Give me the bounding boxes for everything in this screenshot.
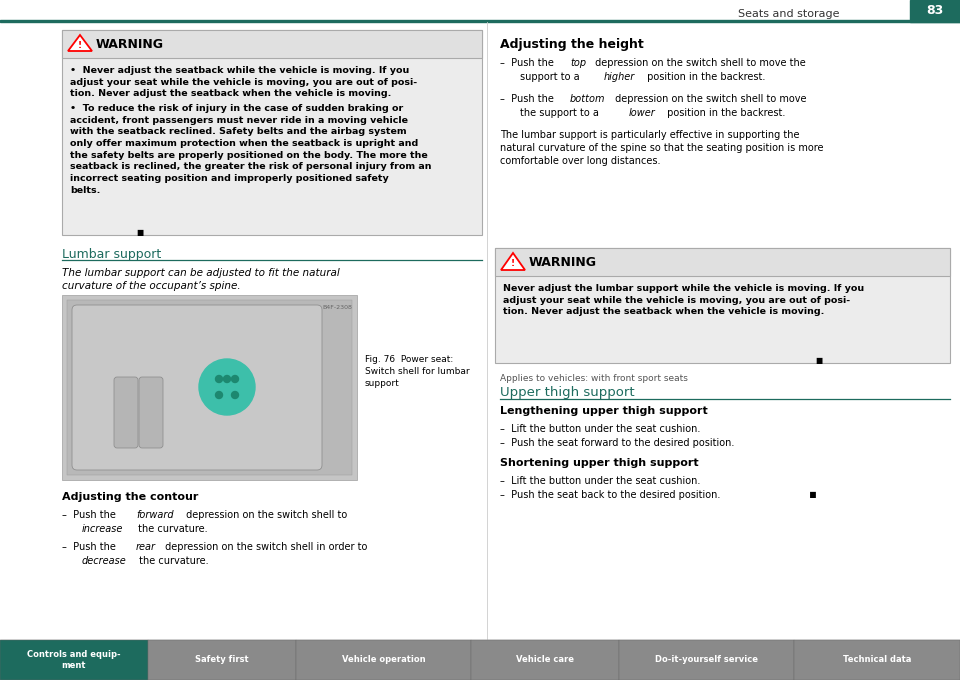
Circle shape — [231, 375, 238, 382]
Text: top: top — [570, 58, 587, 68]
Text: –  Push the: – Push the — [500, 58, 557, 68]
Text: –  Push the seat back to the desired position.: – Push the seat back to the desired posi… — [500, 490, 720, 500]
Bar — [794, 640, 960, 680]
Text: Do-it-yourself service: Do-it-yourself service — [655, 656, 758, 664]
Text: Vehicle care: Vehicle care — [516, 656, 574, 664]
Text: •  To reduce the risk of injury in the case of sudden braking or
accident, front: • To reduce the risk of injury in the ca… — [70, 104, 431, 194]
Text: depression on the switch shell to move: depression on the switch shell to move — [612, 94, 806, 104]
Text: lower: lower — [629, 108, 656, 118]
Text: !: ! — [511, 260, 516, 269]
Text: ■: ■ — [136, 228, 143, 237]
Text: the curvature.: the curvature. — [135, 524, 207, 534]
Text: Adjusting the contour: Adjusting the contour — [62, 492, 199, 502]
Text: Never adjust the lumbar support while the vehicle is moving. If you
adjust your : Never adjust the lumbar support while th… — [503, 284, 864, 316]
Bar — [0, 640, 148, 680]
Bar — [296, 640, 471, 680]
Text: Safety first: Safety first — [195, 656, 249, 664]
Text: –  Push the: – Push the — [62, 510, 119, 520]
Bar — [495, 248, 950, 276]
Bar — [495, 248, 950, 363]
Bar — [471, 640, 619, 680]
Text: forward: forward — [136, 510, 174, 520]
Circle shape — [215, 375, 223, 382]
Text: Vehicle operation: Vehicle operation — [342, 656, 425, 664]
Text: 83: 83 — [926, 5, 944, 18]
Bar — [62, 295, 357, 480]
Text: Adjusting the height: Adjusting the height — [500, 38, 644, 51]
Bar — [62, 30, 482, 235]
Text: WARNING: WARNING — [96, 39, 164, 52]
Bar — [148, 640, 296, 680]
Text: ■: ■ — [815, 356, 823, 365]
Text: Applies to vehicles: with front sport seats: Applies to vehicles: with front sport se… — [500, 374, 688, 383]
Text: The lumbar support can be adjusted to fit the natural
curvature of the occupant’: The lumbar support can be adjusted to fi… — [62, 268, 340, 291]
Bar — [0, 0, 960, 22]
Polygon shape — [501, 253, 525, 270]
Text: Lumbar support: Lumbar support — [62, 248, 161, 261]
Text: the curvature.: the curvature. — [136, 556, 208, 566]
Text: Seats and storage: Seats and storage — [738, 9, 840, 19]
Text: B4F-2308: B4F-2308 — [323, 305, 352, 310]
Circle shape — [215, 392, 223, 398]
Text: –  Lift the button under the seat cushion.: – Lift the button under the seat cushion… — [500, 424, 701, 434]
FancyBboxPatch shape — [72, 305, 322, 470]
Text: –  Push the: – Push the — [500, 94, 557, 104]
Text: the support to a: the support to a — [520, 108, 602, 118]
Text: rear: rear — [136, 542, 156, 552]
Text: WARNING: WARNING — [529, 256, 597, 269]
Text: position in the backrest.: position in the backrest. — [664, 108, 785, 118]
Text: depression on the switch shell in order to: depression on the switch shell in order … — [162, 542, 368, 552]
Text: Fig. 76  Power seat:
Switch shell for lumbar
support: Fig. 76 Power seat: Switch shell for lum… — [365, 355, 469, 388]
Text: –  Push the seat forward to the desired position.: – Push the seat forward to the desired p… — [500, 438, 734, 448]
Text: !: ! — [78, 41, 82, 50]
Text: –  Lift the button under the seat cushion.: – Lift the button under the seat cushion… — [500, 476, 701, 486]
Polygon shape — [68, 35, 92, 51]
Text: position in the backrest.: position in the backrest. — [644, 72, 765, 82]
Text: ■: ■ — [807, 490, 817, 499]
Text: Controls and equip-
ment: Controls and equip- ment — [27, 650, 121, 670]
Circle shape — [199, 359, 255, 415]
Text: The lumbar support is particularly effective in supporting the
natural curvature: The lumbar support is particularly effec… — [500, 130, 824, 167]
Circle shape — [224, 375, 230, 382]
Bar — [910, 0, 960, 22]
Text: •  Never adjust the seatback while the vehicle is moving. If you
adjust your sea: • Never adjust the seatback while the ve… — [70, 66, 418, 99]
Text: –  Push the: – Push the — [62, 542, 119, 552]
Text: increase: increase — [82, 524, 124, 534]
FancyBboxPatch shape — [139, 377, 163, 448]
Text: higher: higher — [604, 72, 636, 82]
Bar — [0, 640, 960, 680]
Text: Shortening upper thigh support: Shortening upper thigh support — [500, 458, 699, 468]
Text: support to a: support to a — [520, 72, 583, 82]
Bar — [0, 20, 960, 22]
Circle shape — [231, 392, 238, 398]
Text: Upper thigh support: Upper thigh support — [500, 386, 635, 399]
Text: Technical data: Technical data — [843, 656, 911, 664]
Text: bottom: bottom — [570, 94, 606, 104]
FancyBboxPatch shape — [114, 377, 138, 448]
Text: depression on the switch shell to move the: depression on the switch shell to move t… — [592, 58, 805, 68]
Bar — [67, 300, 352, 475]
Text: decrease: decrease — [82, 556, 127, 566]
Text: depression on the switch shell to: depression on the switch shell to — [183, 510, 348, 520]
Text: Lengthening upper thigh support: Lengthening upper thigh support — [500, 406, 708, 416]
Bar — [62, 30, 482, 58]
Bar — [619, 640, 794, 680]
